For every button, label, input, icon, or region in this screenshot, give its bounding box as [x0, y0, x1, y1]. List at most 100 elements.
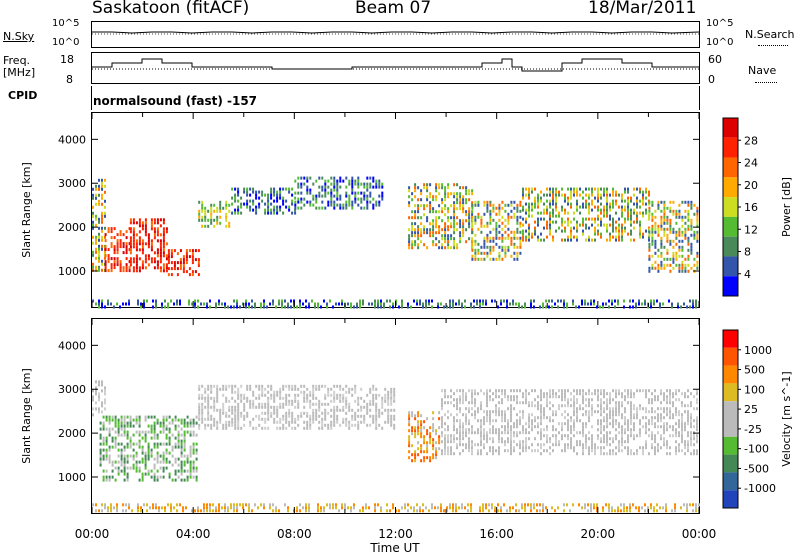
velocity-cell — [606, 413, 608, 417]
power-cell — [92, 265, 94, 269]
velocity-cell — [663, 431, 665, 435]
velocity-cell — [684, 422, 686, 426]
power-cell — [471, 237, 474, 241]
velocity-cell — [666, 443, 668, 447]
velocity-cell — [657, 419, 659, 423]
velocity-cell — [126, 460, 129, 464]
velocity-cell — [450, 452, 452, 456]
power-cell — [338, 302, 340, 306]
velocity-cell — [489, 398, 491, 402]
power-cell — [318, 206, 321, 210]
power-cell — [660, 227, 663, 231]
velocity-cell — [435, 456, 438, 460]
velocity-cell — [393, 414, 396, 418]
velocity-cell — [453, 452, 455, 456]
power-cell — [630, 220, 632, 224]
velocity-cell — [543, 392, 545, 396]
power-cell — [426, 198, 429, 202]
velocity-cell — [222, 387, 225, 391]
power-cell — [663, 245, 666, 249]
power-cell — [351, 179, 354, 183]
velocity-cell — [665, 503, 667, 507]
velocity-cell — [540, 443, 542, 447]
velocity-cell — [690, 440, 692, 444]
power-cell — [555, 205, 557, 209]
velocity-cell — [525, 431, 527, 435]
power-cell — [657, 206, 660, 210]
velocity-cell — [165, 415, 168, 419]
power-cell — [636, 220, 638, 224]
power-cell — [417, 210, 420, 214]
power-cell — [642, 196, 644, 200]
power-cell — [612, 190, 614, 194]
power-cell — [204, 209, 207, 213]
power-cell — [236, 305, 238, 309]
velocity-cell — [279, 405, 282, 409]
power-cell — [282, 199, 285, 203]
velocity-cell — [582, 425, 584, 429]
power-cell — [552, 187, 554, 191]
power-cell — [135, 248, 138, 252]
power-cell — [345, 200, 348, 204]
power-cell — [651, 212, 654, 216]
velocity-cell — [479, 509, 481, 513]
velocity-cell — [480, 425, 482, 429]
power-cell — [564, 196, 566, 200]
velocity-cell — [108, 475, 111, 479]
power-cell — [612, 226, 614, 230]
velocity-cell — [486, 389, 488, 393]
velocity-cell — [648, 428, 650, 432]
power-cell — [540, 196, 542, 200]
velocity-cell — [630, 413, 632, 417]
power-cell — [366, 200, 369, 204]
power-cell — [336, 188, 339, 192]
velocity-cell — [423, 459, 426, 463]
velocity-cell — [629, 503, 631, 507]
power-cell — [245, 302, 247, 306]
velocity-cell — [444, 449, 446, 453]
power-cell — [606, 214, 608, 218]
velocity-cell — [587, 503, 589, 507]
velocity-cell — [654, 389, 656, 393]
velocity-cell — [417, 414, 420, 418]
velocity-cell — [173, 506, 175, 510]
power-cell — [213, 209, 216, 213]
power-cell — [561, 217, 563, 221]
velocity-cell — [378, 414, 381, 418]
power-cell — [465, 213, 468, 217]
power-cell — [651, 230, 654, 234]
power-cell — [98, 302, 100, 306]
cpid-label: CPID — [8, 89, 38, 102]
power-cell — [98, 202, 100, 206]
velocity-cell — [618, 425, 620, 429]
velocity-cell — [95, 389, 97, 393]
velocity-cell — [318, 405, 321, 409]
velocity-cell — [218, 506, 220, 510]
power-cell — [438, 228, 441, 232]
velocity-cell — [456, 398, 458, 402]
power-cell — [153, 251, 156, 255]
power-cell — [363, 191, 366, 195]
power-cell — [132, 227, 135, 231]
velocity-cell — [126, 424, 129, 428]
power-cell — [495, 224, 498, 228]
power-cell — [264, 193, 267, 197]
velocity-cell — [696, 407, 698, 411]
velocity-cell — [327, 426, 330, 430]
velocity-cell — [108, 457, 111, 461]
velocity-cell — [162, 454, 165, 458]
power-cell — [567, 238, 569, 242]
velocity-cell — [446, 506, 448, 510]
power-cell — [543, 193, 545, 197]
power-cell — [441, 228, 444, 232]
power-cell — [441, 246, 444, 250]
power-cell — [339, 203, 342, 207]
velocity-cell — [156, 442, 159, 446]
power-cell — [279, 208, 282, 212]
velocity-cell — [236, 503, 238, 507]
power-cell — [570, 220, 572, 224]
power-cell — [339, 179, 342, 183]
power-cell — [471, 218, 474, 222]
velocity-cell — [101, 401, 103, 405]
velocity-cell — [468, 422, 470, 426]
